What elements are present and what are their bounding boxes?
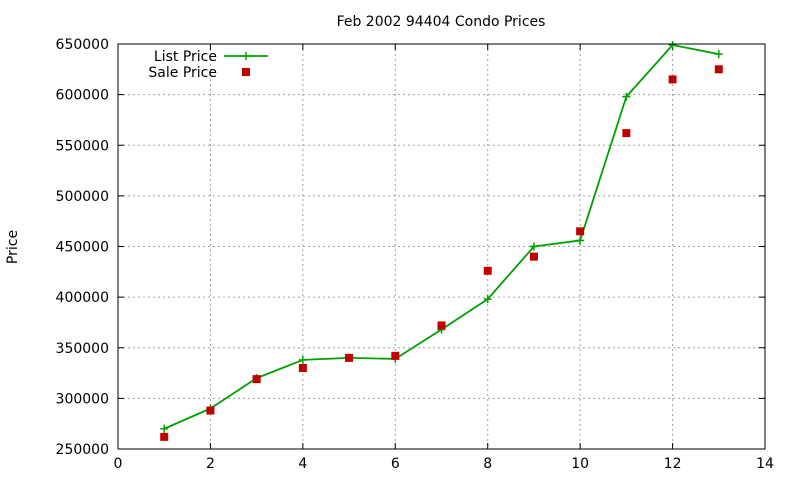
y-tick-label: 300000 <box>56 391 109 407</box>
y-tick-label: 650000 <box>56 37 109 53</box>
y-tick-label: 450000 <box>56 240 109 256</box>
sale-price-point <box>252 375 261 384</box>
list-price-point <box>576 236 585 245</box>
sale-price-point <box>714 65 723 74</box>
sale-price-point <box>668 75 677 84</box>
sale-price-point <box>206 406 215 415</box>
sale-price-point <box>298 364 307 372</box>
list-price-point <box>714 50 723 59</box>
legend-label: Sale Price <box>148 65 217 81</box>
legend-label: List Price <box>154 49 217 65</box>
sale-price-point <box>160 432 169 441</box>
x-tick-label: 6 <box>391 456 400 472</box>
list-price-point <box>160 424 169 433</box>
list-price-line <box>163 44 719 430</box>
x-tick-label: 8 <box>483 456 492 472</box>
sale-price-point <box>576 227 585 236</box>
series-layer <box>160 41 723 441</box>
y-tick-label: 350000 <box>56 341 109 357</box>
chart-title: Feb 2002 94404 Condo Prices <box>337 14 546 30</box>
x-tick-label: 10 <box>571 456 589 472</box>
sale-price-point <box>622 129 631 138</box>
legend-swatch-marker <box>242 68 250 76</box>
tick-labels: 0 2 4 6 8 10 12 14 250000 300000 350000 400000 45000… <box>56 37 774 472</box>
x-tick-label: 12 <box>664 456 682 472</box>
sale-price-point <box>483 266 492 275</box>
axis-ticks <box>117 43 766 450</box>
grid <box>118 44 765 449</box>
y-tick-label: 600000 <box>56 88 109 104</box>
sale-price-point <box>345 353 354 362</box>
list-price-point <box>483 295 492 304</box>
y-tick-label: 250000 <box>56 442 109 458</box>
y-tick-label: 550000 <box>56 138 109 154</box>
x-tick-label: 0 <box>114 456 123 472</box>
list-price-point <box>668 41 677 50</box>
y-tick-label: 400000 <box>56 290 109 306</box>
sale-price-point <box>437 321 446 330</box>
list-price-point <box>622 92 631 101</box>
sale-price-point <box>529 252 538 261</box>
y-tick-label: 500000 <box>56 189 109 205</box>
x-tick-label: 4 <box>298 456 307 472</box>
x-tick-label: 2 <box>206 456 215 472</box>
list-price-point <box>529 242 538 251</box>
list-price-point <box>298 355 307 364</box>
sale-price-point <box>391 351 400 360</box>
x-tick-label: 14 <box>756 456 774 472</box>
legend-swatch-marker <box>242 52 250 60</box>
plot-frame <box>117 43 766 450</box>
y-axis-label: Price <box>5 230 21 264</box>
